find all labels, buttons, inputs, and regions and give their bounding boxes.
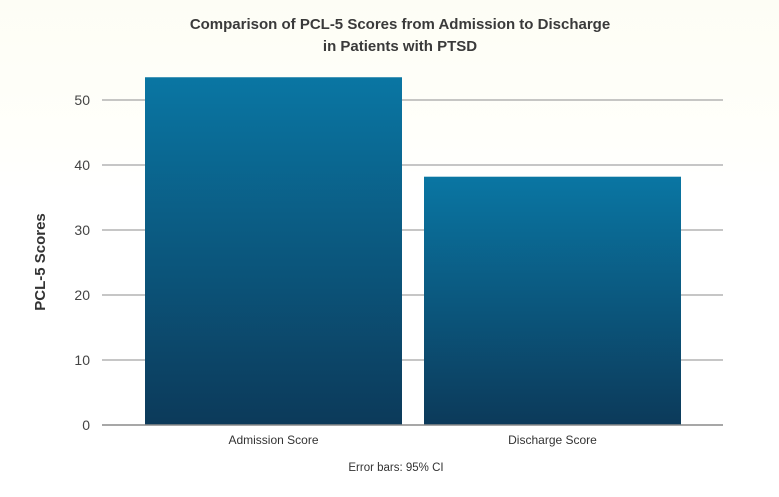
y-tick-label: 40 (74, 157, 90, 173)
y-tick-label: 10 (74, 352, 90, 368)
chart-title-line-2: in Patients with PTSD (323, 38, 477, 55)
chart-title: Comparison of PCL-5 Scores from Admissio… (190, 16, 610, 55)
x-tick-label: Admission Score (228, 433, 318, 447)
y-axis-label: PCL-5 Scores (32, 213, 49, 311)
y-tick-label: 50 (74, 92, 90, 108)
y-tick-label: 30 (74, 222, 90, 238)
y-axis-ticks: 0 10 20 30 40 50 (74, 92, 90, 433)
y-tick-label: 0 (82, 417, 90, 433)
x-tick-label: Discharge Score (508, 433, 597, 447)
bar-discharge-score (424, 176, 681, 425)
x-axis-ticks: Admission Score Discharge Score (228, 433, 597, 447)
chart-title-line-1: Comparison of PCL-5 Scores from Admissio… (190, 16, 610, 33)
y-tick-label: 20 (74, 287, 90, 303)
bars (145, 77, 681, 425)
bar-admission-score (145, 77, 402, 425)
error-bars-note: Error bars: 95% CI (348, 462, 443, 474)
